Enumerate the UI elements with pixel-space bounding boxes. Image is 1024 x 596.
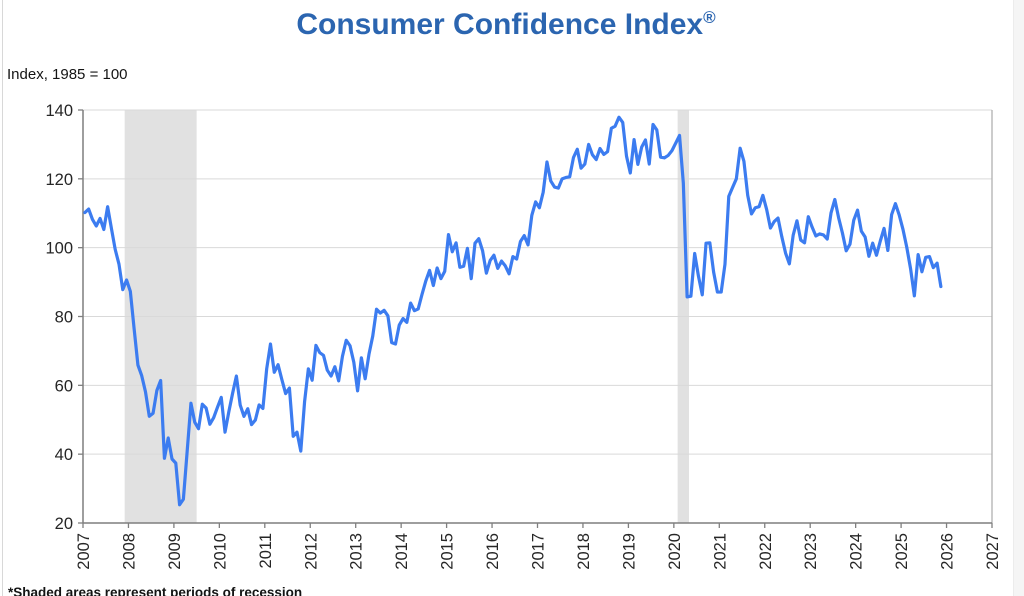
x-tick-label: 2012 [302, 533, 320, 570]
x-tick-label: 2027 [984, 533, 1002, 570]
y-tick-label: 60 [55, 377, 73, 395]
page-left-border [2, 0, 3, 596]
x-tick-label: 2019 [620, 533, 638, 570]
y-tick-label: 80 [55, 309, 73, 327]
chart-title: Consumer Confidence Index® [0, 8, 1012, 42]
y-axis-unit-label: Index, 1985 = 100 [7, 66, 128, 83]
y-tick-label: 100 [45, 240, 73, 258]
x-tick-label: 2014 [393, 533, 411, 570]
x-tick-label: 2018 [575, 533, 593, 570]
x-tick-label: 2013 [348, 533, 366, 570]
x-tick-label: 2025 [893, 533, 911, 570]
confidence-index-line [83, 115, 943, 507]
x-tick-label: 2022 [757, 533, 775, 570]
page-right-gutter [1013, 0, 1024, 596]
x-tick-label: 2010 [211, 533, 229, 570]
registered-trademark-mark: ® [703, 8, 716, 27]
x-tick-label: 2021 [711, 533, 729, 570]
x-tick-label: 2007 [75, 533, 93, 570]
x-tick-label: 2023 [802, 533, 820, 570]
x-tick-label: 2016 [484, 533, 502, 570]
x-tick-label: 2009 [166, 533, 184, 570]
y-tick-label: 20 [55, 515, 73, 533]
x-tick-label: 2026 [939, 533, 957, 570]
recession-footnote: *Shaded areas represent periods of reces… [8, 585, 303, 596]
y-tick-label: 140 [45, 102, 73, 120]
x-tick-label: 2008 [120, 533, 138, 570]
x-tick-label: 2017 [530, 533, 548, 570]
chart-title-text: Consumer Confidence Index [296, 8, 704, 41]
x-tick-label: 2024 [848, 533, 866, 570]
y-tick-label: 120 [45, 171, 73, 189]
x-tick-label: 2011 [257, 533, 275, 568]
y-tick-label: 40 [55, 446, 73, 464]
x-tick-label: 2020 [666, 533, 684, 570]
x-tick-label: 2015 [439, 533, 457, 570]
